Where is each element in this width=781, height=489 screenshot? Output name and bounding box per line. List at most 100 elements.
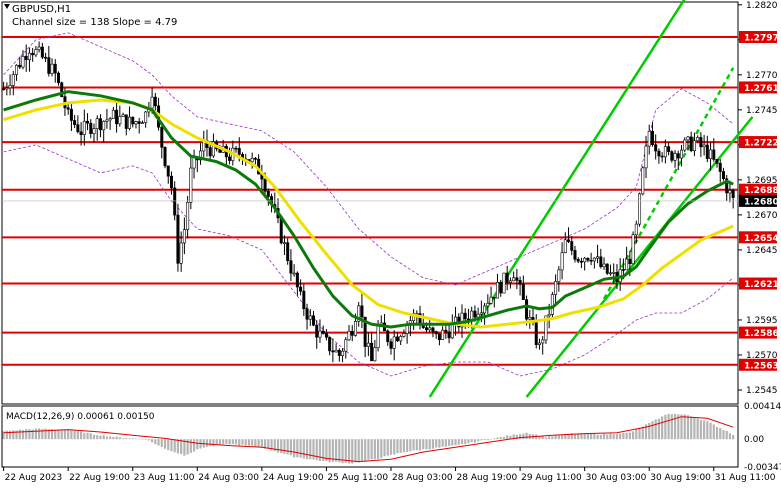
candle-body[interactable] bbox=[128, 116, 132, 129]
candle-body[interactable] bbox=[712, 149, 716, 160]
candle-body[interactable] bbox=[537, 342, 541, 345]
candle-body[interactable] bbox=[718, 163, 722, 172]
candle-body[interactable] bbox=[596, 256, 600, 259]
candle-body[interactable] bbox=[331, 350, 335, 353]
candle-body[interactable] bbox=[721, 171, 725, 180]
candle-body[interactable] bbox=[360, 305, 364, 318]
candle-body[interactable] bbox=[476, 313, 480, 318]
candle-body[interactable] bbox=[11, 74, 15, 86]
candle-body[interactable] bbox=[628, 258, 632, 265]
candle-body[interactable] bbox=[179, 242, 183, 264]
candle-body[interactable] bbox=[612, 272, 616, 274]
candle-body[interactable] bbox=[424, 327, 428, 331]
candle-body[interactable] bbox=[166, 165, 170, 177]
candle-body[interactable] bbox=[434, 331, 438, 335]
candle-body[interactable] bbox=[160, 126, 164, 148]
candle-body[interactable] bbox=[73, 120, 77, 125]
candle-body[interactable] bbox=[473, 310, 477, 318]
candle-body[interactable] bbox=[667, 146, 671, 152]
candle-body[interactable] bbox=[228, 156, 232, 161]
candle-body[interactable] bbox=[544, 315, 548, 341]
candle-body[interactable] bbox=[583, 257, 587, 263]
candle-body[interactable] bbox=[492, 296, 496, 299]
candle-body[interactable] bbox=[350, 330, 354, 336]
candle-body[interactable] bbox=[576, 259, 580, 262]
candle-body[interactable] bbox=[140, 122, 144, 124]
candle-body[interactable] bbox=[508, 280, 512, 283]
candle-body[interactable] bbox=[121, 114, 125, 117]
candle-body[interactable] bbox=[56, 72, 60, 84]
candle-body[interactable] bbox=[592, 257, 596, 262]
candle-body[interactable] bbox=[647, 131, 651, 147]
candle-body[interactable] bbox=[250, 158, 254, 163]
candle-body[interactable] bbox=[505, 272, 509, 283]
candle-body[interactable] bbox=[176, 214, 180, 264]
candle-body[interactable] bbox=[334, 349, 338, 353]
candle-body[interactable] bbox=[644, 145, 648, 169]
candle-body[interactable] bbox=[282, 242, 286, 244]
candle-body[interactable] bbox=[483, 305, 487, 314]
candle-body[interactable] bbox=[27, 52, 31, 60]
candle-body[interactable] bbox=[621, 269, 625, 271]
candle-body[interactable] bbox=[357, 305, 361, 322]
candle-body[interactable] bbox=[399, 336, 403, 342]
candle-body[interactable] bbox=[321, 330, 325, 334]
candle-body[interactable] bbox=[337, 349, 341, 356]
candle-body[interactable] bbox=[153, 96, 157, 107]
candle-body[interactable] bbox=[654, 144, 658, 152]
candle-body[interactable] bbox=[2, 88, 6, 91]
candle-body[interactable] bbox=[182, 229, 186, 244]
candle-body[interactable] bbox=[105, 119, 109, 122]
candle-body[interactable] bbox=[579, 260, 583, 263]
candle-body[interactable] bbox=[302, 290, 306, 310]
candle-body[interactable] bbox=[328, 336, 332, 352]
candle-body[interactable] bbox=[441, 329, 445, 340]
time-axis[interactable]: 22 Aug 2023 22 Aug 19:00 23 Aug 11:00 24 Au… bbox=[3, 467, 776, 483]
candle-body[interactable] bbox=[550, 294, 554, 315]
symbol-dropdown-icon[interactable] bbox=[4, 4, 10, 9]
candle-body[interactable] bbox=[573, 250, 577, 260]
candle-body[interactable] bbox=[208, 147, 212, 157]
candle-body[interactable] bbox=[263, 178, 267, 192]
candle-body[interactable] bbox=[479, 312, 483, 315]
candle-body[interactable] bbox=[37, 46, 41, 50]
candle-body[interactable] bbox=[463, 312, 467, 320]
candle-body[interactable] bbox=[47, 57, 51, 74]
candle-body[interactable] bbox=[237, 148, 241, 155]
candle-body[interactable] bbox=[373, 347, 377, 362]
candle-body[interactable] bbox=[308, 315, 312, 320]
candle-body[interactable] bbox=[634, 223, 638, 236]
candle-body[interactable] bbox=[499, 281, 503, 294]
candle-body[interactable] bbox=[705, 144, 709, 159]
candle-body[interactable] bbox=[518, 280, 522, 285]
candle-body[interactable] bbox=[376, 324, 380, 348]
candle-body[interactable] bbox=[663, 146, 667, 158]
candle-body[interactable] bbox=[31, 52, 35, 56]
candle-body[interactable] bbox=[69, 108, 73, 121]
candle-body[interactable] bbox=[292, 272, 296, 275]
candle-body[interactable] bbox=[163, 146, 167, 167]
candle-body[interactable] bbox=[305, 308, 309, 320]
candle-body[interactable] bbox=[560, 252, 564, 271]
candle-body[interactable] bbox=[312, 315, 316, 326]
candle-body[interactable] bbox=[728, 190, 732, 194]
candle-body[interactable] bbox=[18, 64, 22, 68]
candle-body[interactable] bbox=[554, 281, 558, 295]
candle-body[interactable] bbox=[134, 121, 138, 125]
candle-body[interactable] bbox=[521, 284, 525, 300]
candle-body[interactable] bbox=[402, 333, 406, 337]
candle-body[interactable] bbox=[686, 136, 690, 141]
candle-body[interactable] bbox=[53, 63, 57, 74]
candle-body[interactable] bbox=[525, 299, 529, 320]
candle-body[interactable] bbox=[131, 116, 135, 125]
candle-body[interactable] bbox=[295, 272, 299, 288]
candle-body[interactable] bbox=[605, 263, 609, 274]
candle-body[interactable] bbox=[692, 140, 696, 152]
candle-body[interactable] bbox=[541, 339, 545, 344]
candle-body[interactable] bbox=[428, 327, 432, 331]
candle-body[interactable] bbox=[528, 317, 532, 320]
candle-body[interactable] bbox=[437, 333, 441, 340]
candle-body[interactable] bbox=[199, 150, 203, 161]
candle-body[interactable] bbox=[502, 272, 506, 294]
candle-body[interactable] bbox=[363, 316, 367, 347]
